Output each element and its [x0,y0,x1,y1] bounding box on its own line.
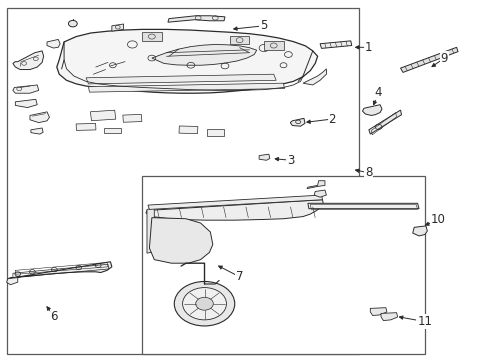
Polygon shape [86,74,276,84]
FancyBboxPatch shape [142,176,424,354]
Text: 6: 6 [50,310,58,323]
Text: 4: 4 [374,86,382,99]
Polygon shape [31,128,43,134]
Polygon shape [57,30,317,93]
Text: 11: 11 [417,315,431,328]
Text: 2: 2 [328,113,335,126]
Polygon shape [90,110,116,121]
Polygon shape [152,44,256,65]
Text: 3: 3 [286,154,294,167]
Circle shape [174,282,234,326]
Polygon shape [147,208,154,253]
Polygon shape [400,47,457,72]
Circle shape [195,297,213,310]
Polygon shape [167,16,224,22]
Polygon shape [149,218,212,263]
Polygon shape [290,118,305,126]
Polygon shape [320,41,351,48]
Polygon shape [6,278,18,285]
Polygon shape [306,181,325,189]
Polygon shape [412,226,427,236]
Polygon shape [259,154,269,160]
Polygon shape [206,130,224,136]
Polygon shape [229,36,249,44]
Text: 5: 5 [260,19,267,32]
Polygon shape [362,105,381,116]
Text: 7: 7 [235,270,243,283]
Text: 1: 1 [365,41,372,54]
Polygon shape [307,203,418,209]
Text: 10: 10 [430,213,445,226]
Polygon shape [148,195,322,210]
Polygon shape [368,110,401,134]
Polygon shape [179,126,198,134]
Polygon shape [314,190,326,197]
Polygon shape [380,313,397,320]
Polygon shape [8,262,112,279]
Polygon shape [149,202,320,218]
Polygon shape [146,200,323,220]
Polygon shape [47,40,60,48]
Polygon shape [264,41,283,50]
Polygon shape [112,24,123,31]
Polygon shape [303,69,326,85]
Polygon shape [13,51,43,69]
Text: 9: 9 [440,51,447,64]
Polygon shape [142,32,161,41]
Circle shape [68,21,77,27]
Polygon shape [13,85,39,93]
Polygon shape [104,128,121,134]
Polygon shape [369,308,386,316]
Polygon shape [76,123,96,130]
Polygon shape [15,99,37,108]
Polygon shape [30,112,49,123]
Polygon shape [122,114,142,122]
Polygon shape [88,83,284,92]
Circle shape [182,288,226,320]
FancyBboxPatch shape [6,8,358,354]
Text: 8: 8 [365,166,372,179]
